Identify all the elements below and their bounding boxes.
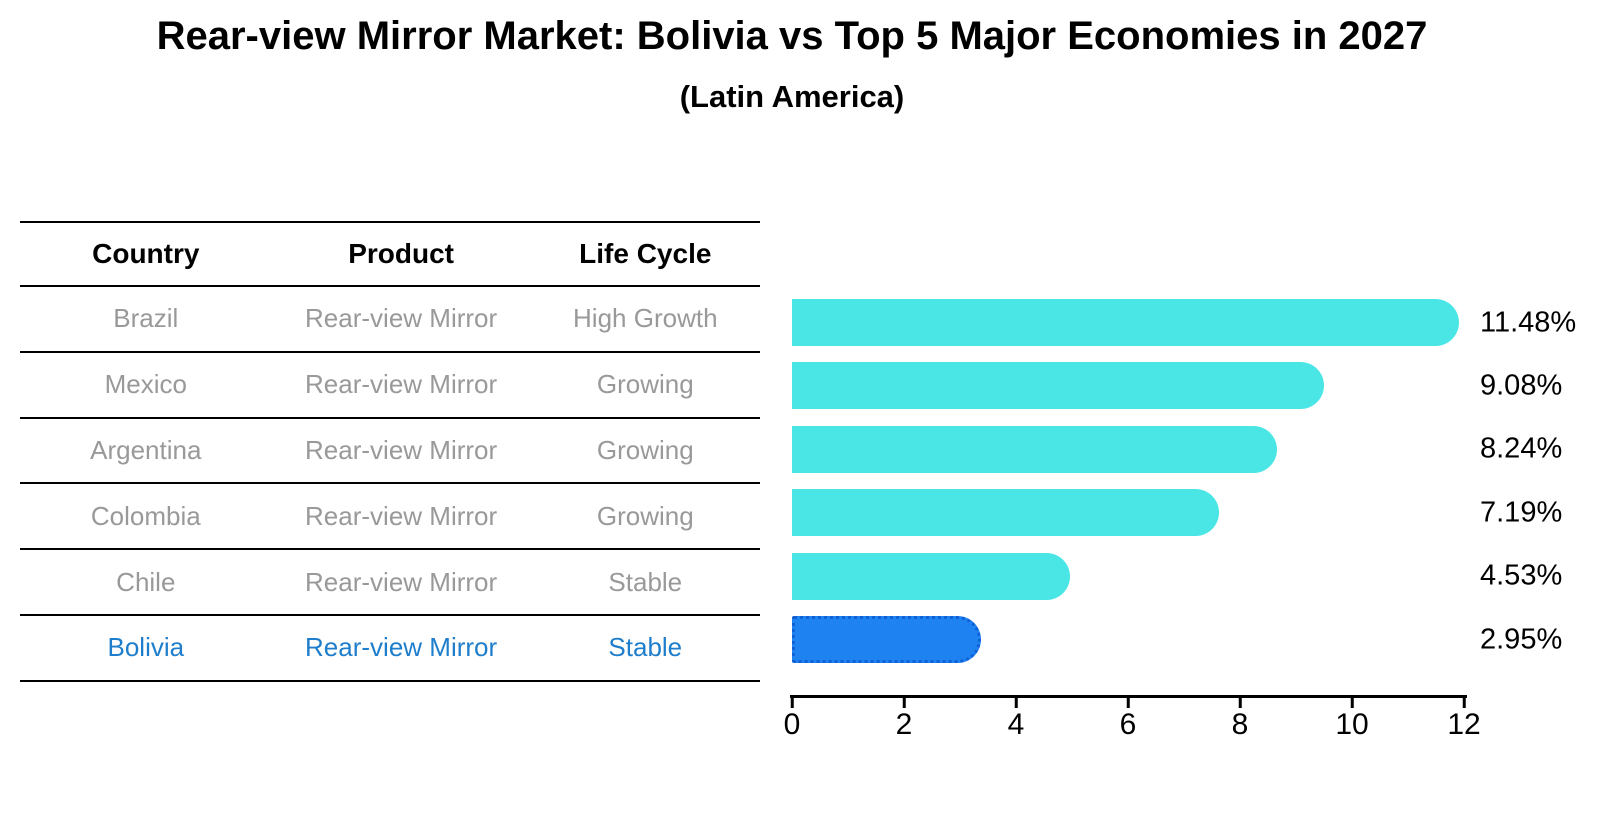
x-axis-tick — [1462, 698, 1466, 708]
table-cell-country: Mexico — [104, 369, 187, 400]
header-cell-product: Product — [348, 238, 454, 269]
table-cell-product: Rear-view Mirror — [305, 369, 498, 400]
table-cell-product: Rear-view Mirror — [305, 632, 498, 663]
x-axis-line — [790, 695, 1467, 698]
table-row: Argentina Rear-view Mirror Growing — [20, 419, 760, 485]
x-axis-tick-label: 12 — [1447, 708, 1481, 741]
table-cell-product: Rear-view Mirror — [305, 303, 498, 334]
table-cell-country: Argentina — [90, 434, 202, 465]
table-row: Bolivia Rear-view Mirror Stable — [20, 616, 760, 682]
table-header-row: Country Product Life Cycle — [20, 221, 760, 287]
table-row: Colombia Rear-view Mirror Growing — [20, 484, 760, 551]
table-cell-life-cycle: Stable — [608, 566, 683, 597]
bar-value-label: 7.19% — [1480, 496, 1563, 529]
page-title: Rear-view Mirror Market: Bolivia vs Top … — [156, 14, 1428, 58]
x-axis-tick — [902, 698, 906, 708]
data-table: Country Product Life Cycle Brazil Rear-vi… — [20, 221, 760, 682]
x-axis-tick-label: 8 — [1231, 708, 1249, 741]
table-cell-country: Chile — [116, 566, 176, 597]
table-cell-life-cycle: Growing — [596, 369, 694, 400]
table-cell-product: Rear-view Mirror — [305, 566, 498, 597]
table-cell-life-cycle: Growing — [596, 434, 694, 465]
x-axis-tick-label: 0 — [783, 708, 801, 741]
x-axis-tick-label: 6 — [1119, 708, 1137, 741]
header-cell-life-cycle: Life Cycle — [579, 238, 712, 269]
table-cell-product: Rear-view Mirror — [305, 500, 498, 531]
page-subtitle: (Latin America) — [679, 79, 905, 114]
bar-value-label: 2.95% — [1480, 623, 1563, 655]
bar-value-label: 8.24% — [1480, 432, 1563, 465]
table-row: Brazil Rear-view Mirror High Growth — [20, 287, 760, 353]
header-cell-country: Country — [92, 238, 200, 269]
bar-value-label: 9.08% — [1480, 369, 1563, 402]
x-axis-tick — [790, 698, 794, 708]
bar — [792, 425, 1278, 473]
x-axis-tick-label: 4 — [1007, 708, 1025, 741]
table-body: Brazil Rear-view Mirror High Growth Mexico R… — [20, 287, 760, 682]
bar — [792, 299, 1459, 346]
bar-value-label: 4.53% — [1480, 559, 1563, 592]
table-cell-life-cycle: High Growth — [573, 303, 718, 334]
bar — [792, 552, 1070, 600]
x-axis-tick-label: 2 — [895, 708, 913, 741]
table-cell-life-cycle: Stable — [608, 632, 683, 663]
table-cell-country: Brazil — [113, 303, 179, 334]
table-cell-country: Bolivia — [107, 632, 185, 663]
x-axis-tick-label: 10 — [1335, 708, 1369, 741]
bar — [792, 489, 1219, 537]
x-axis-tick — [1238, 698, 1242, 708]
bar-bolivia-highlighted — [792, 616, 982, 663]
table-cell-product: Rear-view Mirror — [305, 434, 498, 465]
bar-value-label: 11.48% — [1480, 306, 1577, 338]
x-axis-tick — [1350, 698, 1354, 708]
table-cell-life-cycle: Growing — [596, 500, 694, 531]
bar — [792, 362, 1325, 410]
table-row: Chile Rear-view Mirror Stable — [20, 550, 760, 616]
table-cell-country: Colombia — [90, 500, 201, 531]
table-row: Mexico Rear-view Mirror Growing — [20, 353, 760, 419]
x-axis-tick — [1126, 698, 1130, 708]
x-axis-tick — [1014, 698, 1018, 708]
